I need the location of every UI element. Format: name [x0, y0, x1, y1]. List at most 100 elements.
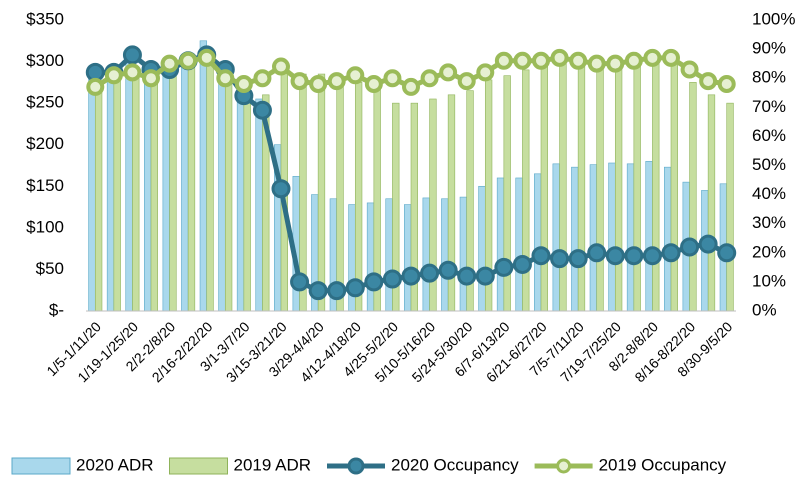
bar	[169, 69, 177, 312]
marker	[197, 48, 216, 67]
bar	[354, 82, 363, 312]
marker	[717, 75, 736, 94]
y-tick-label: $200	[26, 134, 64, 153]
bar	[534, 173, 542, 312]
marker	[550, 249, 570, 269]
y2-tick-label: 60%	[752, 126, 786, 145]
bar	[559, 57, 567, 312]
bar	[726, 102, 734, 312]
marker	[290, 72, 309, 91]
bar	[689, 82, 697, 312]
bar	[577, 61, 586, 312]
marker	[142, 69, 160, 88]
legend-swatch	[11, 457, 71, 475]
marker	[86, 77, 105, 96]
y2-tick-label: 80%	[752, 68, 786, 87]
y2-tick-label: 30%	[752, 213, 786, 232]
marker	[550, 48, 569, 67]
y2-tick-label: 20%	[752, 242, 786, 261]
marker	[122, 45, 142, 65]
legend-marker	[347, 457, 365, 475]
bar	[404, 204, 412, 312]
y2-tick-label: 90%	[752, 39, 786, 58]
bar	[608, 162, 616, 312]
bar	[664, 166, 672, 312]
marker	[662, 48, 680, 67]
bar	[652, 61, 660, 312]
marker	[402, 77, 420, 96]
bar	[181, 61, 189, 312]
marker	[457, 72, 476, 91]
marker	[698, 234, 718, 254]
bar	[218, 73, 226, 312]
marker	[234, 75, 253, 94]
marker	[476, 63, 495, 82]
marker	[290, 272, 310, 292]
bar	[707, 94, 716, 312]
marker	[643, 48, 662, 67]
marker	[439, 63, 458, 82]
legend-label: 2019 ADR	[234, 455, 312, 474]
marker	[661, 243, 681, 263]
bar	[633, 62, 641, 312]
bar	[515, 177, 523, 312]
marker	[308, 281, 328, 301]
marker	[569, 51, 588, 70]
marker	[216, 69, 235, 88]
marker	[345, 278, 365, 298]
bar	[236, 90, 245, 312]
y-tick-label: $-	[49, 300, 64, 319]
bar	[317, 73, 326, 312]
bar	[162, 65, 170, 312]
marker	[253, 69, 272, 88]
bar	[571, 166, 579, 312]
bar	[459, 196, 468, 312]
marker	[346, 66, 365, 85]
legend-swatch	[169, 457, 228, 475]
marker	[642, 246, 662, 266]
marker	[624, 246, 644, 266]
bar	[670, 61, 678, 312]
marker	[104, 66, 123, 85]
y-tick-label: $250	[26, 93, 64, 112]
marker	[680, 237, 700, 257]
marker	[252, 100, 272, 120]
marker	[587, 243, 607, 263]
marker	[179, 51, 198, 70]
marker	[271, 179, 291, 199]
bar	[422, 197, 430, 312]
legend-label: 2020 ADR	[76, 455, 154, 474]
bar	[626, 163, 635, 312]
marker	[327, 72, 346, 91]
bar	[614, 67, 623, 312]
bar	[596, 65, 604, 312]
legend-label: 2019 Occupancy	[599, 455, 727, 474]
legend-marker	[556, 458, 572, 474]
marker	[420, 263, 440, 283]
marker	[475, 266, 495, 286]
bar	[645, 161, 653, 312]
bar	[144, 69, 152, 312]
y2-tick-label: 50%	[752, 155, 786, 174]
bar	[113, 73, 121, 312]
y-tick-label: $300	[26, 51, 64, 70]
bar	[385, 198, 393, 312]
marker	[513, 51, 532, 70]
marker	[309, 75, 328, 94]
marker	[587, 54, 606, 73]
marker	[401, 266, 421, 286]
marker	[606, 54, 625, 73]
y2-tick-label: 10%	[752, 271, 786, 290]
bar	[336, 77, 344, 312]
marker	[512, 254, 532, 274]
marker	[160, 54, 179, 73]
bar	[366, 202, 375, 312]
bar	[88, 73, 96, 312]
y2-tick-label: 0%	[752, 300, 777, 319]
y2-tick-label: 40%	[752, 184, 786, 203]
bar	[199, 40, 208, 312]
legend-label: 2020 Occupancy	[391, 455, 519, 474]
marker	[327, 281, 347, 301]
marker	[605, 246, 625, 266]
marker	[680, 60, 699, 79]
